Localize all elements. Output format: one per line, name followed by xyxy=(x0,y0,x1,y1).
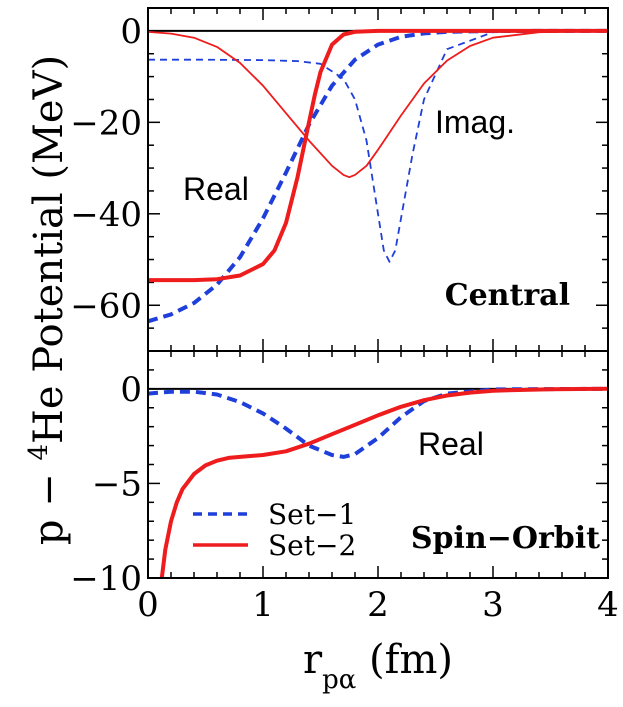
central-series-set-2-imag xyxy=(147,30,609,179)
spin-orbit-ytick-label: −5 xyxy=(92,464,142,504)
central-ytick-label: −60 xyxy=(70,286,142,326)
y-axis-label-rest: He Potential (MeV) xyxy=(26,55,72,444)
xtick-label: 3 xyxy=(482,585,504,625)
x-axis-label-main: r xyxy=(303,637,323,683)
x-axis-label: rpα (fm) xyxy=(303,637,453,695)
central-ytick-label: 0 xyxy=(120,12,142,52)
y-axis-label-prefix: p − xyxy=(26,461,72,546)
curve-label-real-spin-orbit: Real xyxy=(418,426,484,462)
legend: Set−1 Set−2 xyxy=(193,498,356,562)
spin-orbit-series-set-1-real xyxy=(147,386,609,459)
spin-orbit-ytick-label: 0 xyxy=(120,370,142,410)
x-axis-label-unit: (fm) xyxy=(356,637,453,683)
xtick-label: 0 xyxy=(137,585,159,625)
x-axis-label-subscript: pα xyxy=(322,665,356,695)
central-ytick-label: −40 xyxy=(70,195,142,235)
xtick-label: 2 xyxy=(367,585,389,625)
spin-orbit-ytick-label: −10 xyxy=(70,559,142,599)
spin-orbit-series-set-2-real xyxy=(159,386,609,579)
central-ytick-label: −20 xyxy=(70,103,142,143)
xtick-label: 1 xyxy=(252,585,274,625)
y-axis-label-superscript: 4 xyxy=(24,444,54,461)
curve-label-imag-central: Imag. xyxy=(435,104,515,140)
spin-orbit-annotation: Spin−Orbit xyxy=(411,521,600,556)
central-series-set-1-imag xyxy=(148,30,609,263)
curve-label-real-central: Real xyxy=(183,171,249,207)
y-axis-label: p − 4He Potential (MeV) xyxy=(24,55,72,545)
central-annotation: Central xyxy=(445,278,570,313)
central-series-set-2-real xyxy=(148,28,608,283)
legend-label-set-1: Set−1 xyxy=(268,498,356,531)
legend-label-set-2: Set−2 xyxy=(268,529,356,562)
spin-orbit-panel-frame xyxy=(147,350,609,579)
central-panel: 0 −20 −40 −60 Central Real Imag. xyxy=(70,7,609,352)
spin-orbit-panel: 0−5−100 1 2 3 4 Spin−Orbit Real Set−1 Set−2 xyxy=(70,350,619,625)
xtick-label: 4 xyxy=(597,585,619,625)
